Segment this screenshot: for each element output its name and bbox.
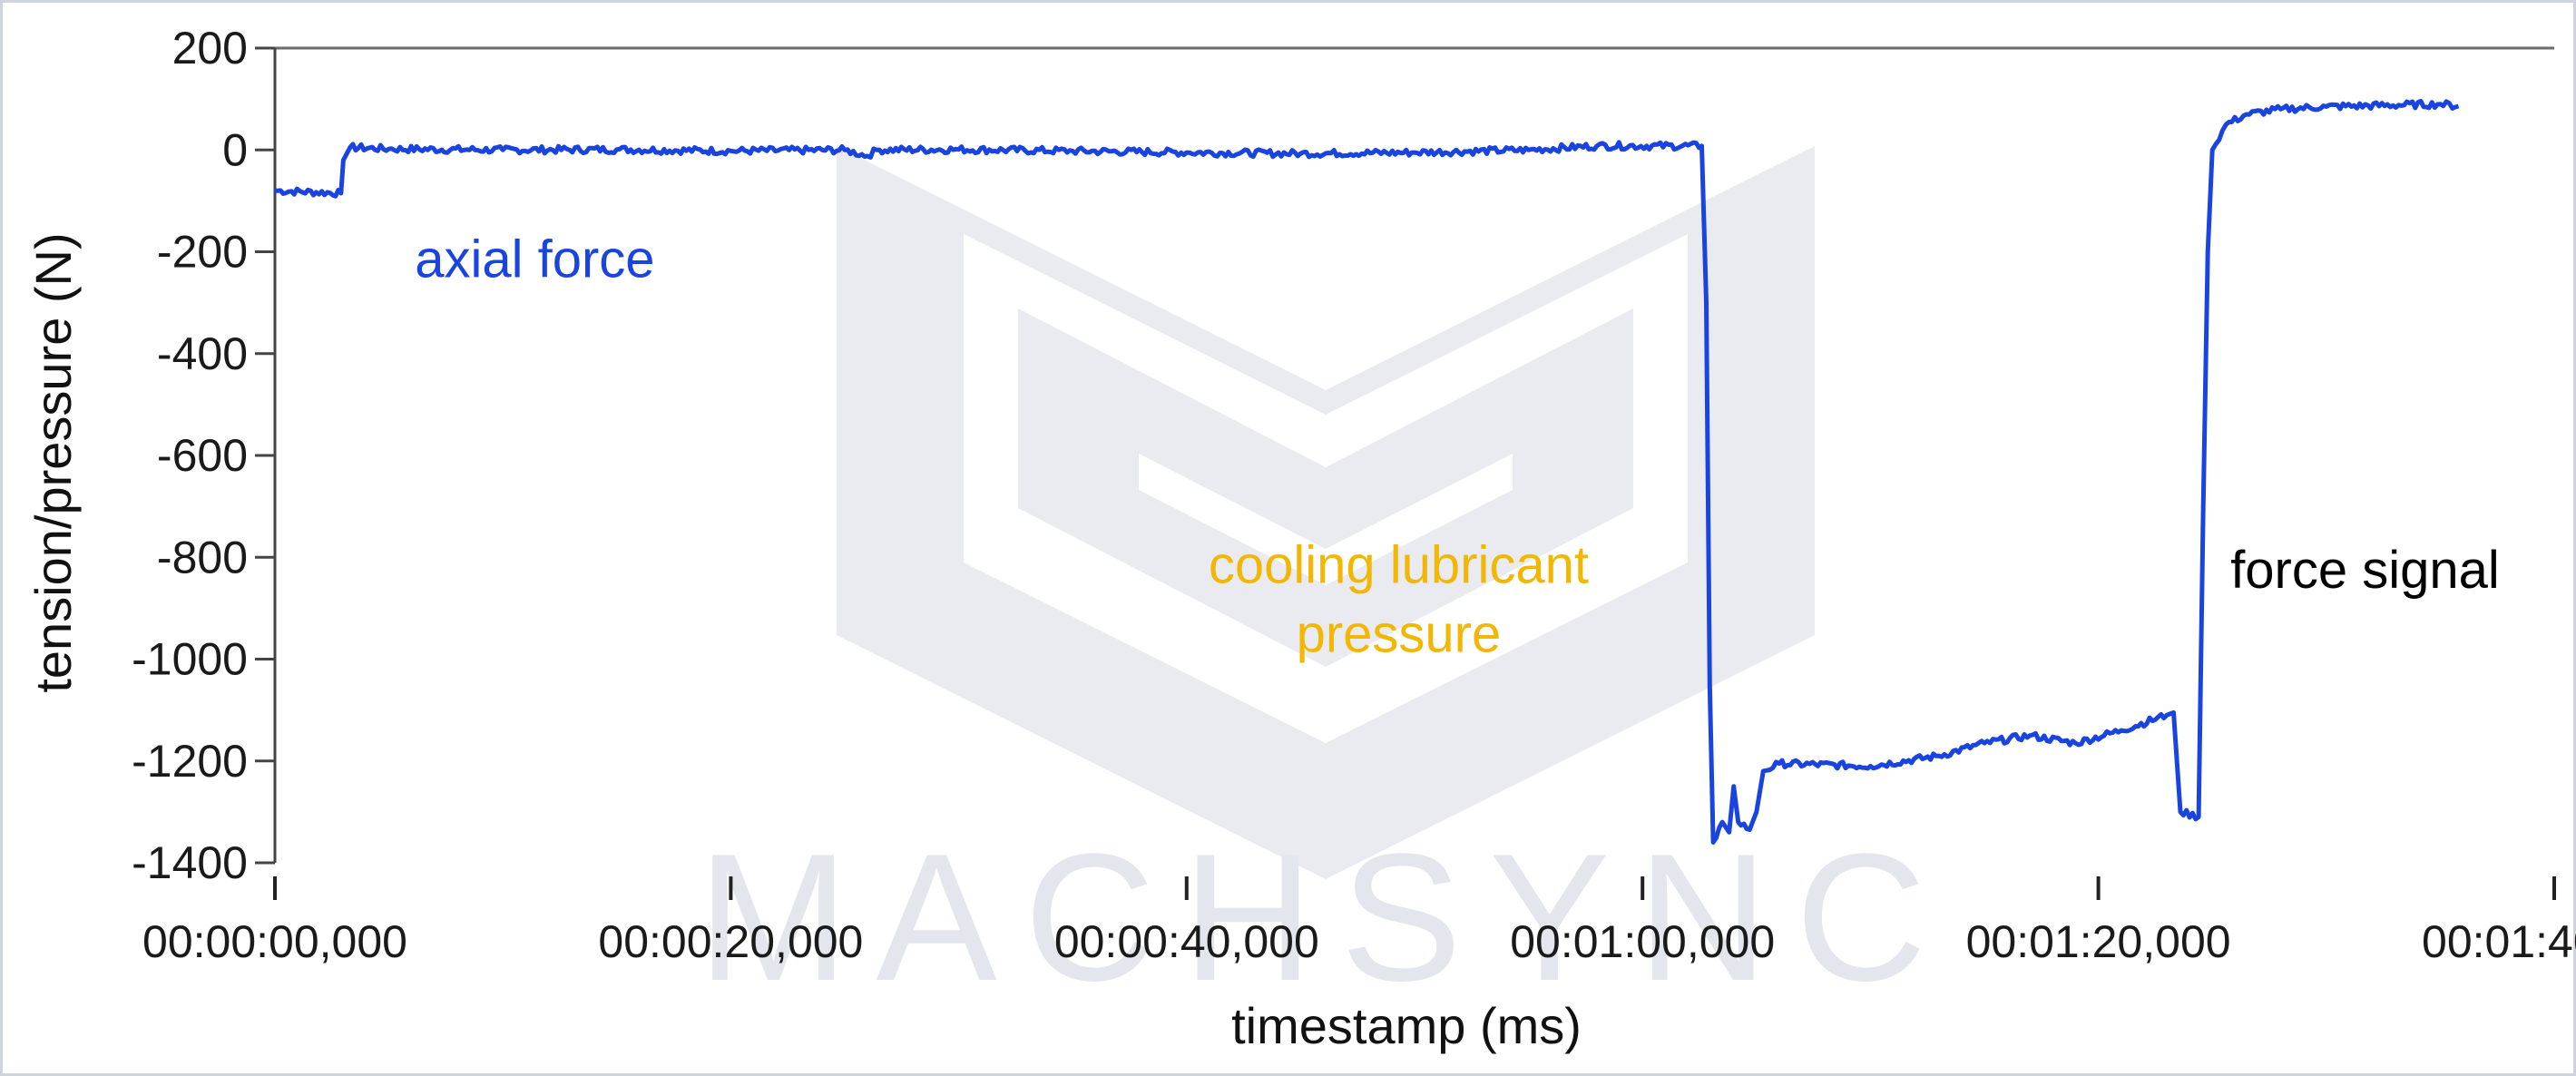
y-tick-label: 0 <box>222 124 248 175</box>
annotation-label: axial force <box>415 230 654 289</box>
x-tick-label: 00:00:40,000 <box>1054 916 1319 967</box>
x-tick-label: 00:00:00,000 <box>142 916 407 967</box>
annotation-label: cooling lubricant pressure <box>1209 535 1589 663</box>
x-tick-label: 00:01:40,000 <box>2422 916 2576 967</box>
y-axis-title: tension/pressure (N) <box>24 232 82 692</box>
watermark-shape-notch <box>1139 454 1513 585</box>
y-tick-label: -600 <box>157 430 248 481</box>
watermark-text: MACHSYNC <box>698 817 1954 1019</box>
y-tick-label: -1000 <box>132 634 248 685</box>
x-axis-title: timestamp (ms) <box>1231 997 1582 1054</box>
annotation-line: axial force <box>415 230 654 289</box>
x-tick-label: 00:01:00,000 <box>1510 916 1775 967</box>
annotation-line: cooling lubricant <box>1209 535 1589 594</box>
y-tick-label: -1200 <box>132 736 248 787</box>
y-tick-label: -200 <box>157 227 248 278</box>
annotation-line: pressure <box>1297 604 1502 663</box>
x-tick-label: 00:01:20,000 <box>1966 916 2231 967</box>
series-line <box>274 99 2460 845</box>
y-tick-label: 200 <box>172 23 248 73</box>
watermark-logo: MACHSYNC <box>698 146 1954 1019</box>
series-layer <box>274 99 2460 845</box>
annotation-label: force signal <box>2230 541 2500 600</box>
watermark-shape-core <box>1018 308 1633 667</box>
annotation-layer: axial force cooling lubricant pressure forc… <box>415 230 2500 664</box>
y-tick-label: -800 <box>157 532 248 582</box>
y-tick-label: -400 <box>157 328 248 379</box>
x-tick-label: 00:00:20,000 <box>598 916 863 967</box>
annotation-line: force signal <box>2230 541 2500 600</box>
axes: 200 0 -200 -400 -600 -800 -1000 -1200 -1400 00:00… <box>132 23 2576 967</box>
y-tick-label: -1400 <box>132 837 248 888</box>
